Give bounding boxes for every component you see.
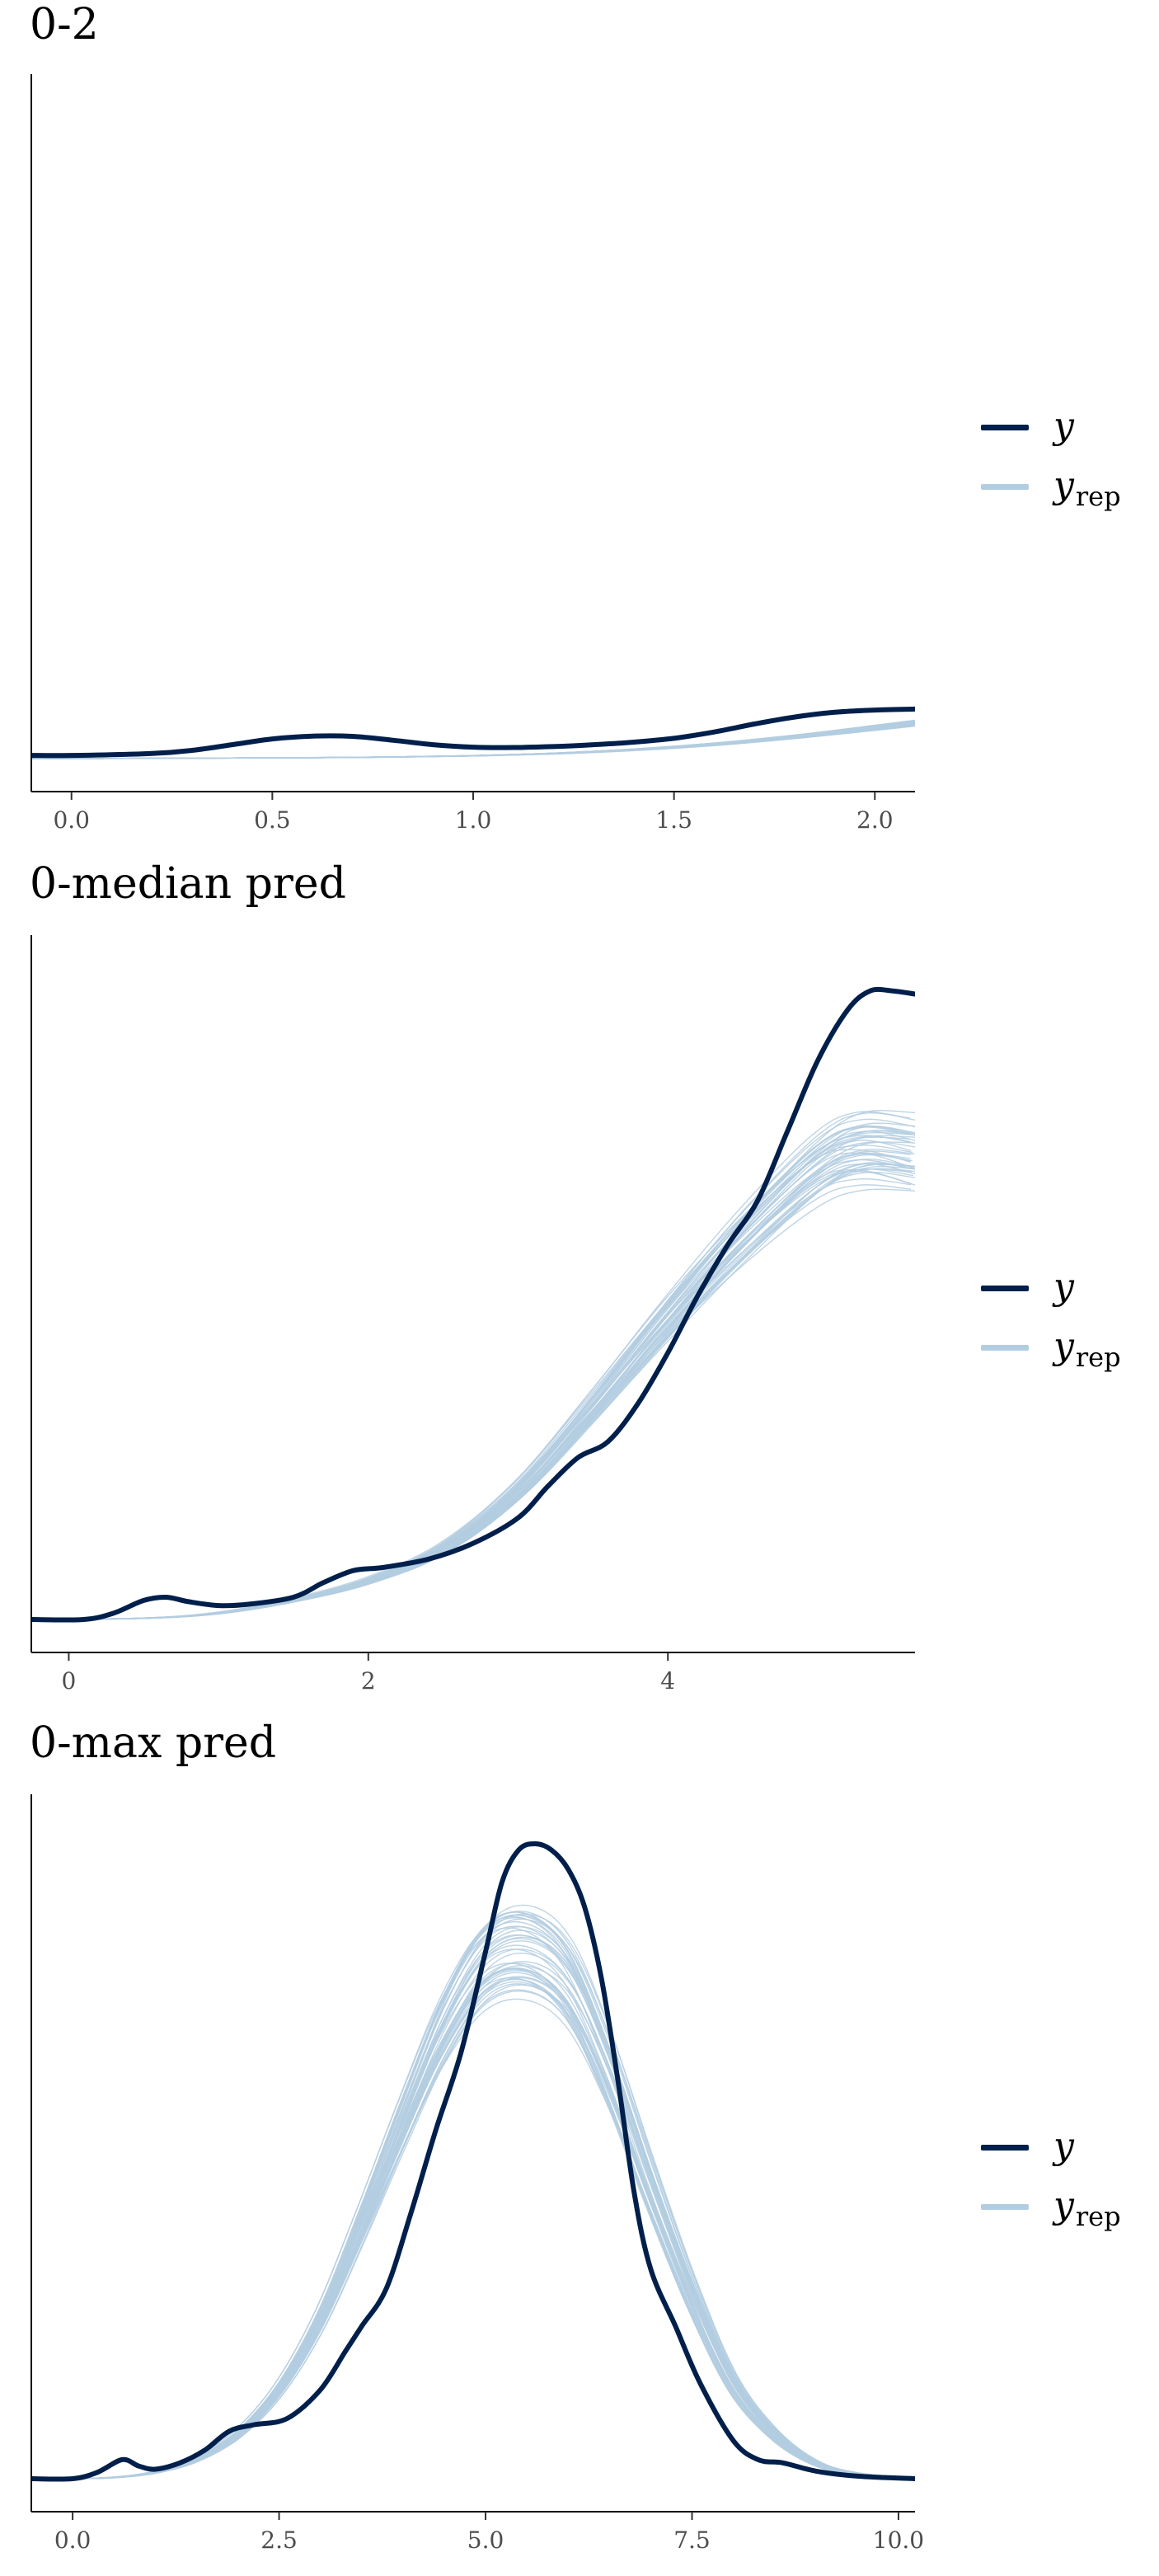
legend-swatch-y [981,1286,1029,1291]
plot-area: 0 2 4 [30,935,915,1695]
x-tick-label: 0.5 [254,806,291,834]
series-yrep-line [31,1169,912,1620]
legend-item-yrep: yrep [981,464,1146,512]
legend-item-y: y [981,405,1146,449]
legend-label-yrep: yrep [1053,2184,1121,2232]
series-yrep-line [31,1967,914,2480]
series-yrep-line [35,1965,915,2480]
x-tick-label: 7.5 [673,2527,711,2554]
legend-item-y: y [981,2125,1146,2169]
legend: y yrep [981,405,1146,512]
series-yrep-line [31,1990,913,2480]
series-yrep-line [31,1961,915,2480]
series-yrep-line [31,1981,910,2480]
series-yrep-line [31,1968,912,2480]
series-yrep-line [31,1970,913,2480]
series-yrep-line [31,1153,911,1620]
legend-swatch-yrep [981,2204,1029,2210]
series-yrep-line [32,1170,915,1620]
series-yrep-line [31,1963,913,2480]
legend-item-yrep: yrep [981,2184,1146,2232]
x-tick-label: 1.0 [455,806,492,834]
series-yrep-line [31,1188,915,1620]
series-yrep-line [31,1967,915,2480]
legend-label-yrep: yrep [1053,1325,1121,1373]
series-yrep-line [35,1168,915,1620]
legend-label-y: y [1053,1266,1074,1308]
chart-title: 0-max pred [30,1718,277,1768]
series-yrep-line [33,1925,915,2480]
legend-label-y: y [1053,2125,1074,2167]
series-yrep-line [31,1178,912,1620]
x-tick-label: 0.0 [53,806,90,834]
series-yrep-line [31,1989,912,2480]
chart-panel-1: 0-2 0.0 0.5 1.0 1.5 2.0 y yrep [0,0,1159,858]
legend: y yrep [981,1266,1146,1373]
series-yrep-line [31,1968,911,2480]
legend-swatch-yrep [981,1345,1029,1351]
x-tick-label: 1.5 [655,806,692,834]
series-y-line [31,1841,915,2482]
series-yrep-line [31,1184,912,1620]
series-yrep-line [31,1159,915,1620]
series-yrep-line [34,1122,915,1620]
plot-area: 0.0 2.5 5.0 7.5 10.0 [30,1794,924,2554]
series-yrep-line [31,1963,911,2480]
legend: y yrep [981,2125,1146,2232]
series-yrep-line [31,1168,914,1620]
series-yrep-line [31,722,912,759]
legend-swatch-y [981,425,1029,430]
series-yrep-line [32,1948,915,2480]
series-y-line [31,986,915,1623]
series-yrep-line [31,1944,915,2480]
x-tick-label: 4 [660,1667,675,1695]
series-yrep-line [35,1938,915,2480]
series-y-line [31,706,915,759]
series-yrep-line [31,1168,912,1620]
series-yrep-line [31,1976,912,2480]
series-yrep-line [35,1165,915,1620]
series-yrep-line [33,1162,915,1620]
x-tick-label: 5.0 [467,2527,504,2554]
series-yrep-line [31,1978,911,2480]
series-yrep-line [34,1984,915,2480]
legend-swatch-y [981,2145,1029,2151]
series-yrep-line [33,1926,915,2480]
series-yrep-line [33,1171,915,1620]
x-tick-label: 0.0 [54,2527,92,2554]
x-tick-label: 2.0 [856,806,894,834]
series-yrep-line [35,1952,915,2480]
series-yrep-line [31,1936,915,2480]
chart-title: 0-2 [30,0,99,49]
chart-title: 0-median pred [30,859,346,909]
series-yrep-line [34,1904,915,2480]
series-yrep-line [36,1163,915,1620]
series-yrep-line [32,1940,915,2480]
series-yrep-line [31,1978,913,2480]
series-yrep-line [34,1977,915,2480]
series-yrep-line [35,1972,915,2480]
series-yrep-line [31,1152,911,1620]
plot-area: 0.0 0.5 1.0 1.5 2.0 [30,74,915,834]
x-tick-label: 10.0 [873,2527,924,2554]
series-yrep-line [33,1934,915,2480]
x-tick-label: 2.5 [260,2527,298,2554]
legend-item-y: y [981,1266,1146,1310]
series-yrep-line [31,1977,912,2480]
series-yrep-line [31,1998,913,2480]
legend-item-yrep: yrep [981,1325,1146,1373]
series-yrep-line [31,1141,913,1620]
legend-label-y: y [1053,405,1074,447]
legend-swatch-yrep [981,484,1029,490]
chart-panel-2: 0-median pred 0 2 4 y yrep [0,859,1159,1717]
chart-panel-3: 0-max pred 0.0 2.5 5.0 7.5 10.0 y yrep [0,1718,1159,2576]
x-tick-label: 2 [361,1667,376,1695]
legend-label-yrep: yrep [1053,464,1121,512]
x-tick-label: 0 [62,1667,77,1695]
series-yrep-line [32,1983,915,2480]
series-yrep-line [35,1163,915,1620]
